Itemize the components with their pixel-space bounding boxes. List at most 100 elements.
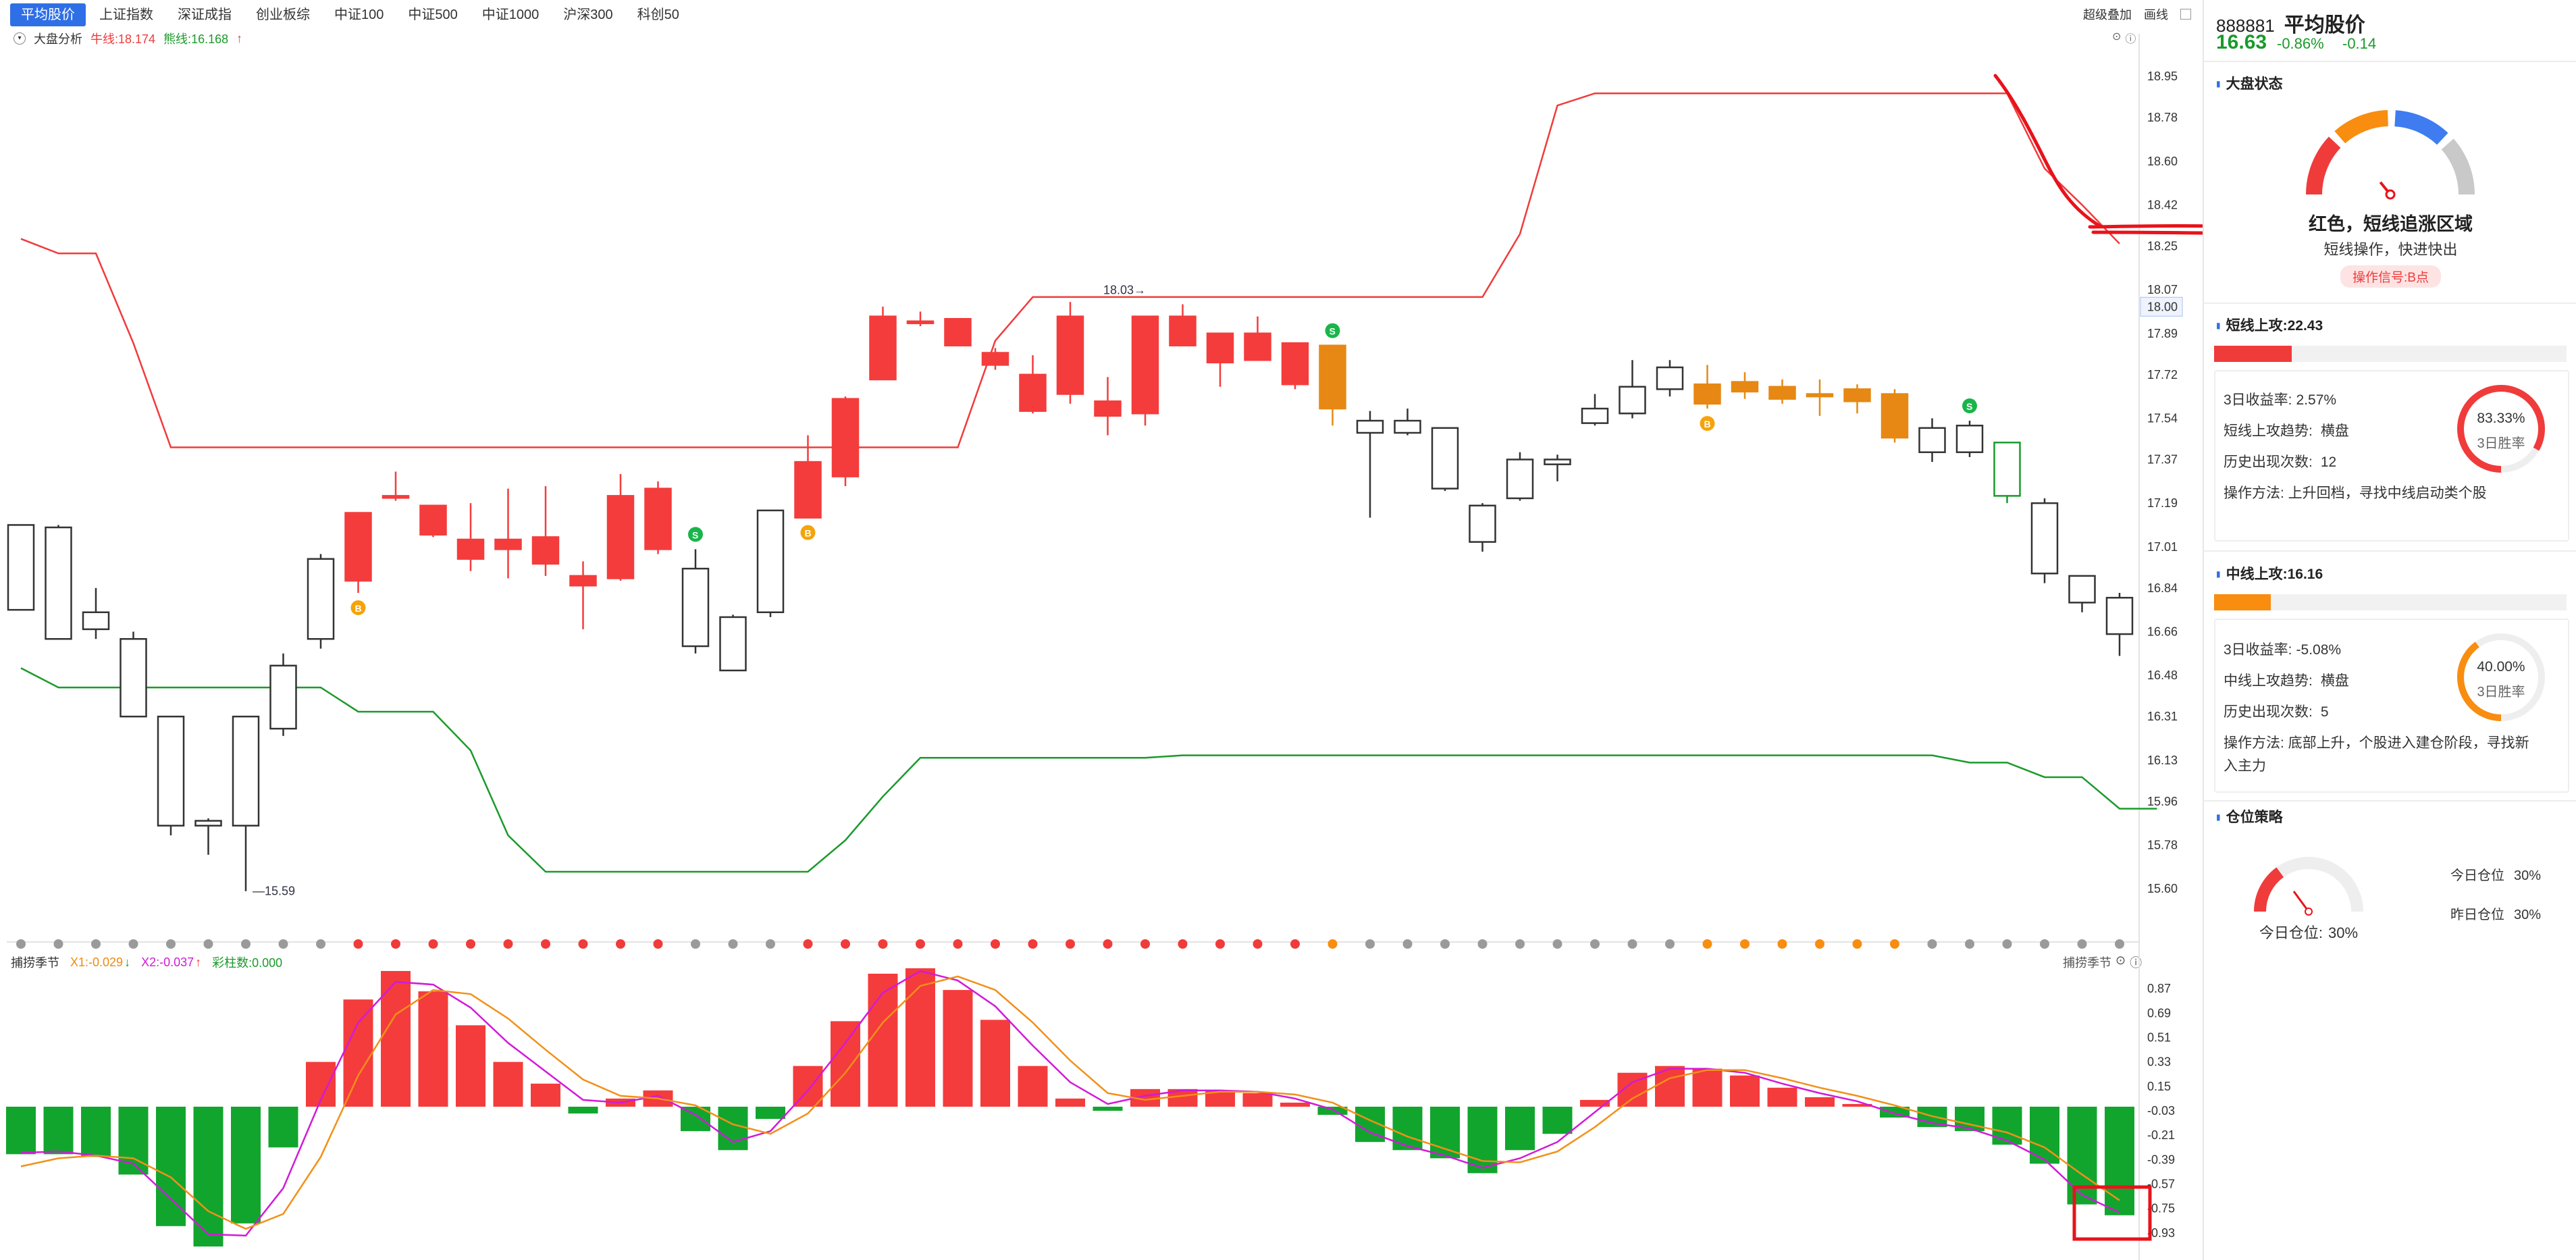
candle-body	[794, 461, 822, 519]
tab-sz-index[interactable]: 深证成指	[178, 7, 232, 22]
signal-dot	[1552, 939, 1562, 949]
candle-body	[307, 558, 335, 640]
sub-bar	[156, 1106, 186, 1226]
candle-body	[382, 495, 410, 499]
candle-body	[869, 315, 897, 381]
signal-dot	[1852, 939, 1862, 949]
position-title: 仓位策略	[2216, 806, 2283, 826]
color-bar-count-label: 彩柱数:0.000	[212, 956, 283, 970]
signal-dot	[278, 939, 288, 949]
operation-signal-badge: 操作信号:B点	[2340, 265, 2441, 288]
candle-body	[1169, 315, 1197, 346]
tab-hs300[interactable]: 沪深300	[563, 7, 613, 22]
candle-body	[2105, 596, 2134, 635]
sub-bar	[718, 1106, 748, 1151]
sub-bar	[343, 999, 373, 1107]
tab-sh-index[interactable]: 上证指数	[99, 7, 153, 22]
candle	[382, 471, 410, 501]
panel-toggle-icon[interactable]	[2180, 9, 2191, 20]
position-today-value: 30%	[2328, 924, 2359, 941]
mid-attack-bar	[2214, 594, 2567, 610]
panel-header: 888881 平均股价	[2216, 8, 2365, 38]
y-tick-label: 18.42	[2147, 198, 2178, 211]
sub-bar	[868, 974, 898, 1107]
sub-indicator-name[interactable]: 捕捞季节	[11, 956, 59, 970]
sell-marker	[1962, 398, 1977, 414]
candle	[157, 715, 185, 836]
mid-trend-row: 中线上攻趋势: 横盘	[2224, 670, 2349, 690]
market-state-title: 大盘状态	[2216, 73, 2283, 93]
collapse-icon[interactable]: ▾	[14, 32, 26, 45]
mid-count-value: 5	[2320, 704, 2329, 720]
current-price-tag: 18.00	[2147, 300, 2178, 313]
y-tick-label: 18.78	[2147, 111, 2178, 124]
signal-dot	[1740, 939, 1750, 949]
candle	[456, 503, 485, 571]
candle-body	[120, 637, 147, 718]
candle	[1993, 442, 2021, 504]
tab-chinext[interactable]: 创业板综	[256, 7, 310, 22]
y-tick-label: 16.66	[2147, 625, 2178, 638]
buy-marker	[350, 600, 366, 616]
candle	[82, 587, 110, 639]
mid-win-rate: 40.00%	[2477, 659, 2525, 675]
short-count-row: 历史出现次数: 12	[2224, 451, 2336, 471]
candle-body	[194, 820, 222, 827]
position-yesterday-value: 30%	[2514, 908, 2542, 922]
buy-marker-label: B	[355, 603, 362, 614]
candle	[869, 307, 897, 381]
tab-csi100[interactable]: 中证100	[334, 7, 384, 22]
candle	[1206, 332, 1234, 387]
settings-icon[interactable]: ⊙	[2112, 31, 2122, 43]
candle	[1019, 355, 1047, 414]
sub-bar	[1093, 1106, 1123, 1111]
sub-bar	[1280, 1102, 1310, 1107]
signal-dot	[841, 939, 850, 949]
sub-y-tick-label: -0.75	[2147, 1202, 2175, 1215]
candle-body	[531, 536, 560, 565]
draw-line-button[interactable]: 画线	[2144, 8, 2168, 22]
short-attack-card: 3日收益率: 2.57% 短线上攻趋势: 横盘 历史出现次数: 12 操作方法: 上升…	[2214, 370, 2569, 542]
candle-body	[681, 567, 710, 648]
tab-average-price[interactable]: 平均股价	[10, 3, 86, 26]
y-tick-label: 18.25	[2147, 239, 2178, 253]
signal-dot	[1890, 939, 1899, 949]
candle	[1469, 503, 1496, 552]
sub-bar	[1842, 1103, 1872, 1107]
signal-dot	[2077, 939, 2087, 949]
main-indicator-name[interactable]: 大盘分析	[34, 32, 82, 46]
signal-dot	[128, 939, 138, 949]
y-tick-label: 17.37	[2147, 452, 2178, 466]
overlay-button[interactable]: 超级叠加	[2083, 8, 2132, 22]
candle	[307, 554, 335, 649]
sub-bar	[2105, 1106, 2134, 1215]
sub-bar	[1730, 1075, 1760, 1107]
y-tick-label: 17.72	[2147, 368, 2178, 382]
sell-marker-label: S	[1330, 326, 1336, 337]
sub-bar	[905, 968, 935, 1107]
candle-body	[1356, 419, 1384, 434]
help-icon[interactable]: ⓘ	[2125, 34, 2136, 45]
candle-body	[1019, 373, 1047, 412]
position-gauge-hub	[2305, 908, 2313, 916]
signal-dot	[1515, 939, 1525, 949]
signal-dot	[1103, 939, 1113, 949]
sub-bar	[1992, 1106, 2022, 1145]
candle-body	[906, 320, 935, 325]
candle	[7, 524, 35, 611]
tab-csi1000[interactable]: 中证1000	[481, 7, 540, 22]
signal-dot	[953, 939, 963, 949]
tab-star50[interactable]: 科创50	[637, 7, 679, 22]
signal-dot	[1965, 939, 1974, 949]
tab-csi500[interactable]: 中证500	[408, 7, 458, 22]
down-arrow-icon: ↓	[124, 955, 131, 969]
signal-dot	[503, 939, 513, 949]
signal-dot	[691, 939, 700, 949]
divider	[2204, 61, 2576, 62]
mid-ret-value: -5.08%	[2296, 642, 2342, 658]
sell-marker-label: S	[1966, 401, 1972, 412]
candle	[1356, 411, 1384, 518]
sub-settings-icon[interactable]: ⊙	[2115, 953, 2126, 967]
signal-dot	[203, 939, 213, 949]
